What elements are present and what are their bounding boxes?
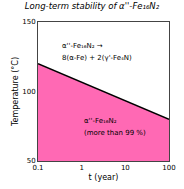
- svg-text:α''-Fe₁₆N₂: α''-Fe₁₆N₂: [84, 117, 117, 125]
- svg-text:50: 50: [27, 157, 36, 165]
- svg-text:100: 100: [22, 88, 35, 96]
- svg-text:t (year): t (year): [89, 173, 119, 182]
- svg-text:α''-Fe₁₆N₂ →: α''-Fe₁₆N₂ →: [62, 42, 103, 50]
- svg-text:1: 1: [79, 164, 83, 172]
- svg-text:Long-term stability of α''-Fe₁: Long-term stability of α''-Fe₁₆N₂: [25, 1, 160, 11]
- svg-text:8(α-Fe) + 2(γ'-Fe₄N): 8(α-Fe) + 2(γ'-Fe₄N): [62, 54, 132, 62]
- svg-text:10: 10: [121, 164, 130, 172]
- svg-text:Temperature (°C): Temperature (°C): [11, 57, 20, 127]
- svg-text:0.1: 0.1: [32, 164, 43, 172]
- svg-text:150: 150: [22, 18, 35, 26]
- svg-text:100: 100: [162, 164, 175, 172]
- svg-text:(more than 99 %): (more than 99 %): [84, 129, 146, 137]
